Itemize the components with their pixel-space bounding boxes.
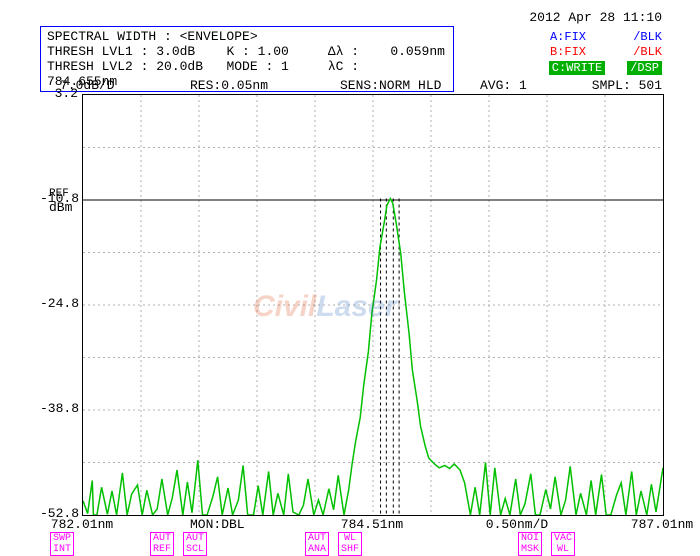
info-line1: SPECTRAL WIDTH : <ENVELOPE> xyxy=(47,29,447,44)
fn-key-bot: INT xyxy=(53,544,71,555)
trace-c-left: C:WRITE xyxy=(549,61,605,75)
y-tick: -24.8 xyxy=(40,296,78,311)
lambda-c-lbl: λC : xyxy=(328,59,359,74)
trace-a-row: A:FIX /BLK xyxy=(550,30,662,44)
fn-key-top: AUT xyxy=(153,533,171,544)
y-tick: 3.2 xyxy=(40,86,78,101)
mon: MON:DBL xyxy=(190,517,245,532)
fn-key-bot: WL xyxy=(554,544,572,555)
sens: SENS:NORM HLD xyxy=(340,78,441,93)
fn-key-wl-shf[interactable]: WLSHF xyxy=(338,532,362,556)
fn-key-bot: MSK xyxy=(521,544,539,555)
fn-key-aut-ref[interactable]: AUTREF xyxy=(150,532,174,556)
thresh-lvl1: THRESH LVL1 : 3.0dB xyxy=(47,44,195,59)
x-tick: 787.01nm xyxy=(622,517,700,532)
trace-b-left: B:FIX xyxy=(550,45,586,59)
fn-key-bot: SHF xyxy=(341,544,359,555)
x-tick: 0.50nm/D xyxy=(477,517,557,532)
x-tick: 784.51nm xyxy=(332,517,412,532)
info-line2: THRESH LVL1 : 3.0dB K : 1.00 Δλ : 0.059n… xyxy=(47,44,447,59)
y-unit: dBm xyxy=(49,200,72,215)
fn-key-bot: ANA xyxy=(308,544,326,555)
fn-key-top: VAC xyxy=(554,533,572,544)
fn-key-top: AUT xyxy=(308,533,326,544)
fn-key-bot: REF xyxy=(153,544,171,555)
k-value: K : 1.00 xyxy=(226,44,288,59)
fn-key-aut-ana[interactable]: AUTANA xyxy=(305,532,329,556)
fn-key-vac-wl[interactable]: VACWL xyxy=(551,532,575,556)
x-tick: 782.01nm xyxy=(42,517,122,532)
avg: AVG: 1 xyxy=(480,78,527,93)
thresh-lvl2: THRESH LVL2 : 20.0dB xyxy=(47,59,203,74)
fn-key-swp-int[interactable]: SWPINT xyxy=(50,532,74,556)
res: RES:0.05nm xyxy=(190,78,268,93)
trace-b-row: B:FIX /BLK xyxy=(550,45,662,59)
fn-key-top: AUT xyxy=(186,533,204,544)
delta-lambda-lbl: Δλ : xyxy=(328,44,359,59)
fn-key-top: NOI xyxy=(521,533,539,544)
fn-key-bot: SCL xyxy=(186,544,204,555)
spectrum-plot: CivilLaser xyxy=(82,94,664,516)
fn-key-top: WL xyxy=(341,533,359,544)
ref-label: REF xyxy=(49,188,69,200)
fn-key-top: SWP xyxy=(53,533,71,544)
mode-value: MODE : 1 xyxy=(226,59,288,74)
smpl: SMPL: 501 xyxy=(592,78,662,93)
trace-b-right: /BLK xyxy=(633,45,662,59)
trace-a-left: A:FIX xyxy=(550,30,586,44)
trace-a-right: /BLK xyxy=(633,30,662,44)
delta-lambda-val: 0.059nm xyxy=(390,44,445,59)
trace-c-right: /DSP xyxy=(627,61,662,75)
plot-svg xyxy=(83,95,663,515)
fn-key-noi-msk[interactable]: NOIMSK xyxy=(518,532,542,556)
timestamp: 2012 Apr 28 11:10 xyxy=(529,10,662,25)
trace-c-row: C:WRITE/DSP xyxy=(549,60,662,75)
y-tick: -38.8 xyxy=(40,401,78,416)
fn-key-aut-scl[interactable]: AUTSCL xyxy=(183,532,207,556)
